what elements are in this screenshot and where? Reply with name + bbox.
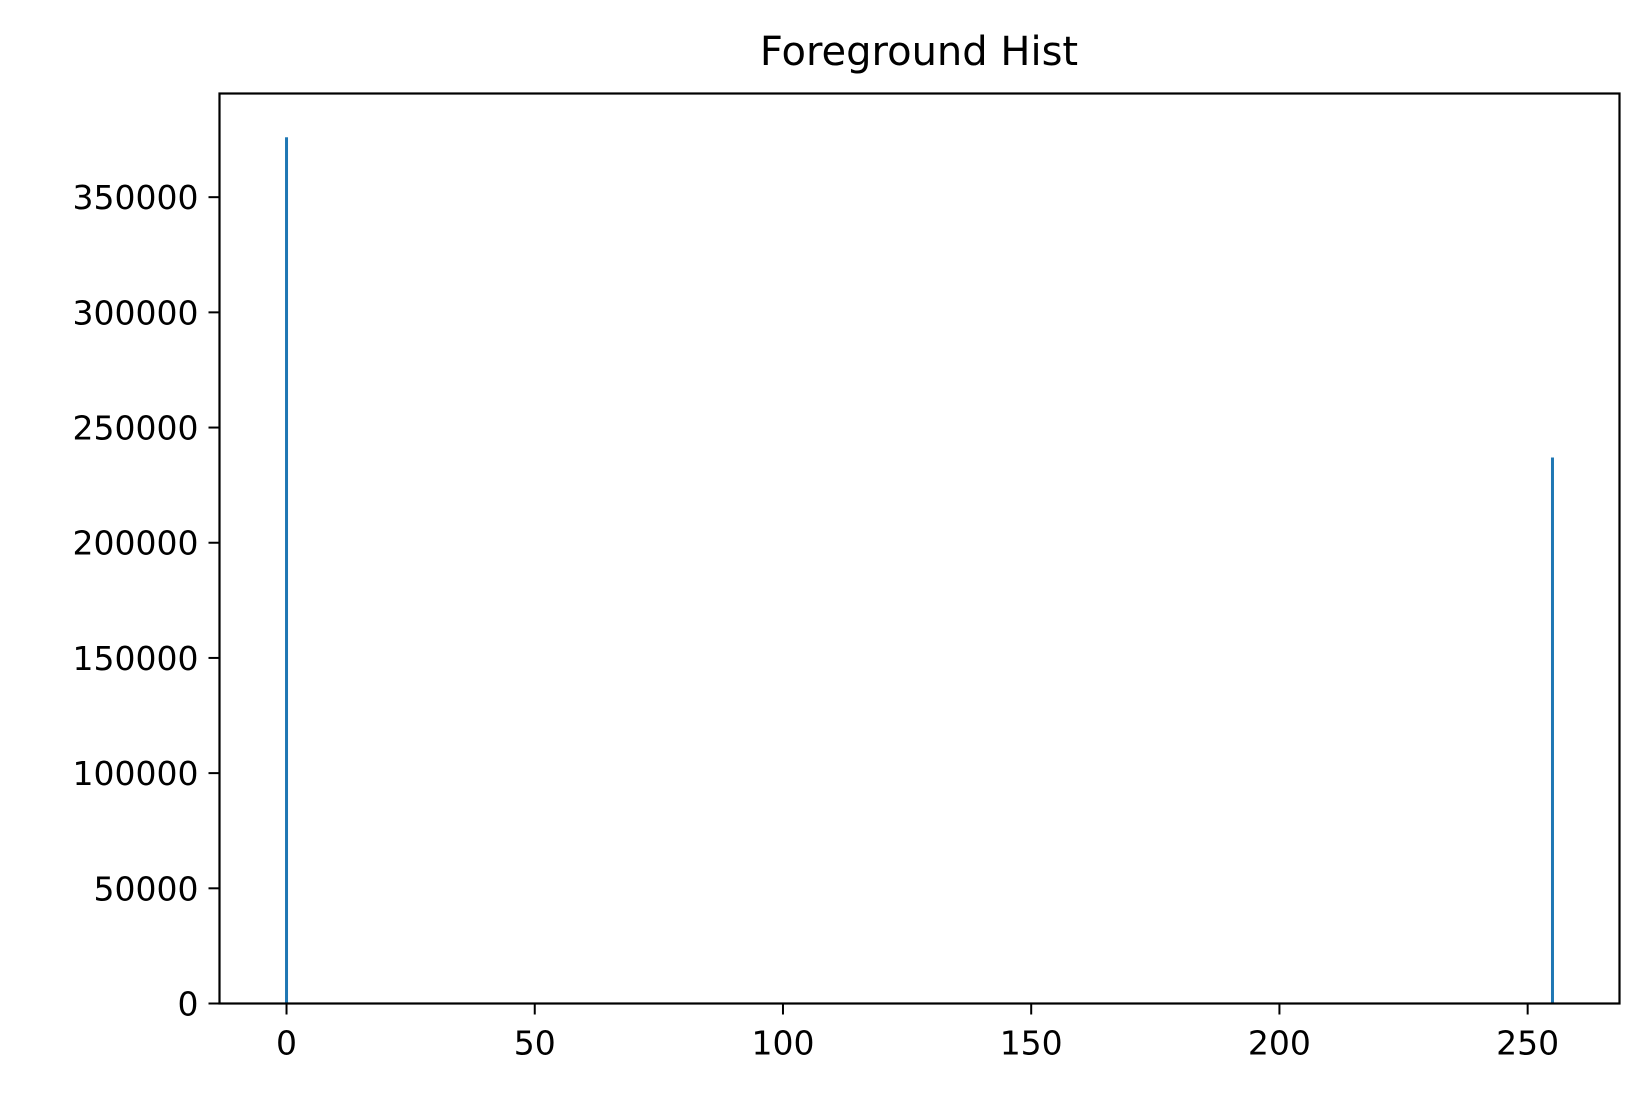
y-tick-label: 150000 — [73, 639, 199, 678]
x-tick-label: 250 — [1496, 1024, 1559, 1063]
chart-title: Foreground Hist — [760, 29, 1078, 75]
histogram-bar — [1550, 457, 1554, 1004]
x-axis: 0 50 100 150 200 250 — [276, 1003, 1559, 1063]
plot-frame — [218, 92, 1621, 1005]
bars-layer — [285, 137, 1554, 1004]
y-axis: 0 50000 100000 150000 200000 250000 300000 3500… — [73, 178, 220, 1024]
y-tick-label: 100000 — [73, 754, 199, 793]
histogram-bar — [285, 137, 289, 1004]
y-tick-label: 250000 — [73, 409, 199, 448]
x-tick-label: 50 — [514, 1024, 556, 1063]
x-tick-label: 0 — [276, 1024, 297, 1063]
y-tick-label: 50000 — [94, 869, 199, 908]
y-tick-label: 200000 — [73, 524, 199, 563]
y-tick-label: 300000 — [73, 293, 199, 332]
x-tick-label: 200 — [1248, 1024, 1311, 1063]
y-tick-label: 350000 — [73, 178, 199, 217]
x-tick-label: 150 — [1000, 1024, 1063, 1063]
x-tick-label: 100 — [751, 1024, 814, 1063]
y-tick-label: 0 — [178, 985, 199, 1024]
